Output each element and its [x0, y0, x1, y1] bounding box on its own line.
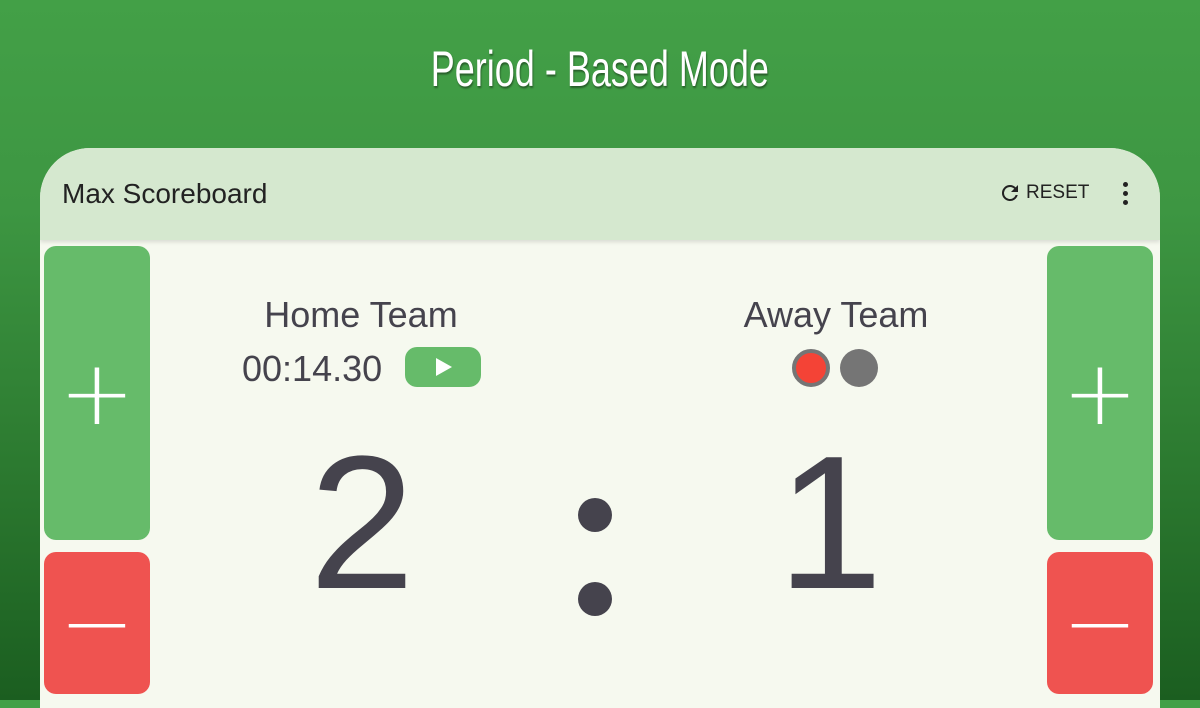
reset-button[interactable]: RESET [998, 181, 1089, 205]
headline: Period - Based Mode [0, 40, 1200, 98]
timer-play-button[interactable] [405, 347, 481, 387]
away-score: 1 [777, 417, 883, 629]
headline-text: Period - Based Mode [430, 41, 770, 97]
refresh-icon [1001, 184, 1018, 201]
period-indicator-1 [792, 349, 830, 387]
home-plus-button[interactable]: + [44, 246, 150, 540]
scoreboard-app: Max Scoreboard RESET + − + − Home Team A… [40, 148, 1160, 708]
home-minus-button[interactable]: − [44, 552, 150, 694]
more-options-icon[interactable] [1120, 182, 1130, 208]
play-icon [436, 358, 452, 376]
away-team-name[interactable]: Away Team [743, 294, 929, 335]
away-minus-button[interactable]: − [1047, 552, 1153, 694]
period-indicator-2 [840, 349, 878, 387]
away-plus-button[interactable]: + [1047, 246, 1153, 540]
home-timer: 00:14.30 [242, 348, 383, 389]
reset-label: RESET [1026, 182, 1090, 203]
home-team-name[interactable]: Home Team [264, 294, 458, 335]
home-score: 2 [309, 417, 415, 629]
app-bar: Max Scoreboard RESET [40, 148, 1160, 240]
app-title: Max Scoreboard [62, 178, 268, 209]
score-separator [578, 498, 618, 666]
